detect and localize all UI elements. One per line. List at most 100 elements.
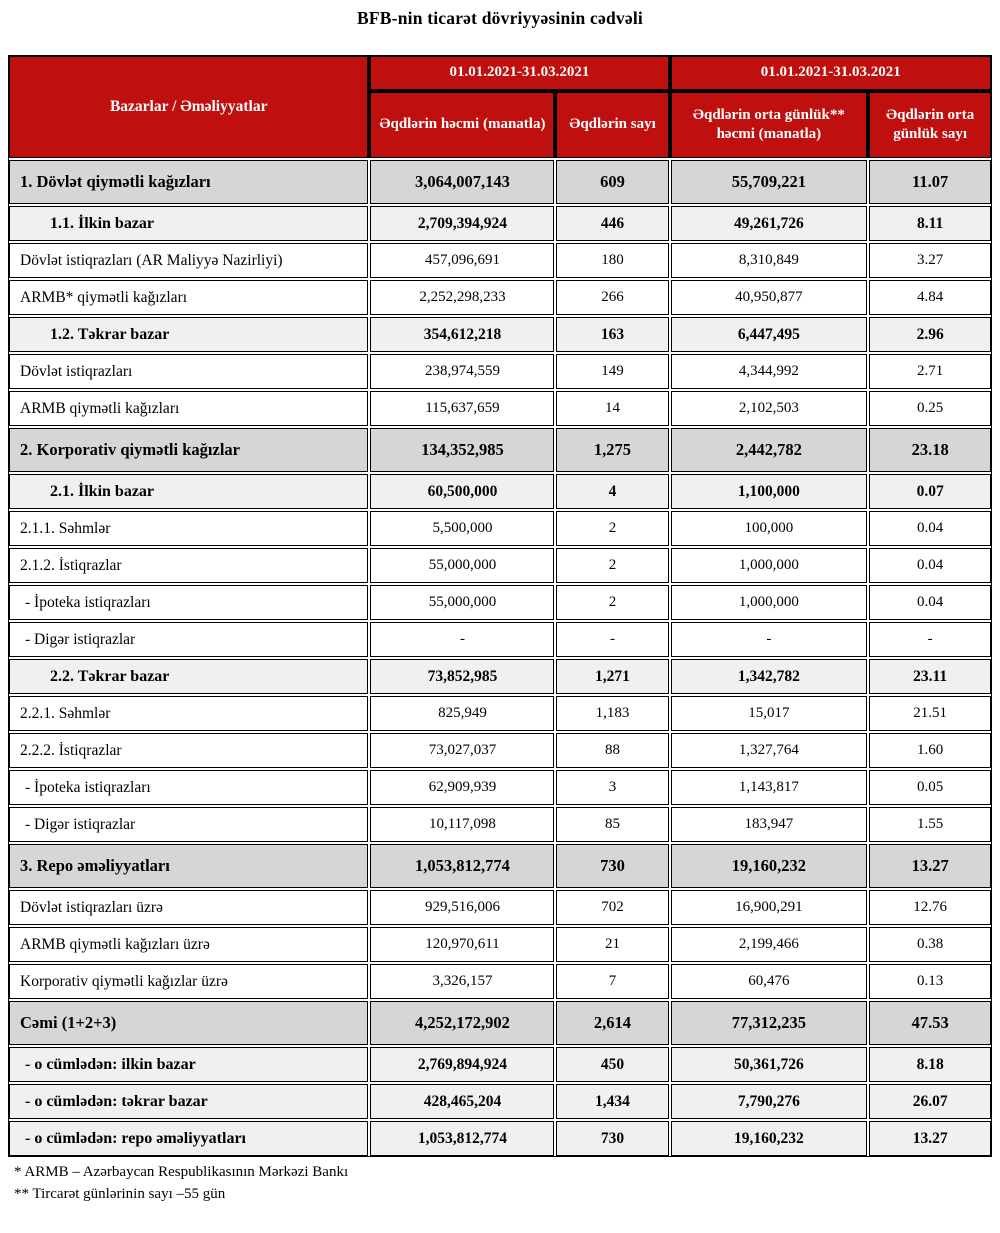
cell-avg-volume: 40,950,877 <box>670 280 868 315</box>
table-row: Cəmi (1+2+3) 4,252,172,902 2,614 77,312,235… <box>9 1001 991 1045</box>
cell-avg-volume: 50,361,726 <box>670 1047 868 1082</box>
cell-avg-count: 3.27 <box>869 243 991 278</box>
cell-avg-volume: 49,261,726 <box>670 206 868 241</box>
cell-label: Dövlət istiqrazları üzrə <box>9 890 369 925</box>
cell-avg-count: 0.38 <box>869 927 991 962</box>
cell-volume: 4,252,172,902 <box>370 1001 555 1045</box>
header-period-1: 01.01.2021-31.03.2021 <box>370 56 669 90</box>
table-row: 2.2. Təkrar bazar 73,852,985 1,271 1,342,78… <box>9 659 991 694</box>
cell-avg-volume: 4,344,992 <box>670 354 868 389</box>
cell-avg-volume: 183,947 <box>670 807 868 842</box>
cell-avg-count: 21.51 <box>869 696 991 731</box>
table-row: - Digər istiqrazlar - - - - <box>9 622 991 657</box>
cell-avg-volume: 2,102,503 <box>670 391 868 426</box>
cell-avg-count: 23.11 <box>869 659 991 694</box>
footnotes: * ARMB – Azərbaycan Respublikasının Mərk… <box>14 1162 992 1206</box>
cell-avg-count: 0.04 <box>869 585 991 620</box>
cell-avg-count: 13.27 <box>869 1121 991 1156</box>
table-body: 1. Dövlət qiymətli kağızları 3,064,007,14… <box>9 160 991 1156</box>
cell-count: 163 <box>556 317 669 352</box>
cell-volume: 354,612,218 <box>370 317 555 352</box>
cell-avg-volume: 77,312,235 <box>670 1001 868 1045</box>
footnote-trading-days: ** Tircarət günlərinin sayı –55 gün <box>14 1185 226 1202</box>
trade-turnover-table: Bazarlar / Əməliyyatlar 01.01.2021-31.03… <box>8 55 992 1157</box>
cell-volume: - <box>370 622 555 657</box>
table-row: - o cümlədən: repo əməliyyatları 1,053,81… <box>9 1121 991 1156</box>
cell-avg-count: 8.18 <box>869 1047 991 1082</box>
table-row: 1. Dövlət qiymətli kağızları 3,064,007,14… <box>9 160 991 204</box>
table-row: ARMB qiymətli kağızları 115,637,659 14 2,10… <box>9 391 991 426</box>
cell-volume: 55,000,000 <box>370 548 555 583</box>
cell-avg-volume: 19,160,232 <box>670 844 868 888</box>
cell-avg-volume: 2,199,466 <box>670 927 868 962</box>
cell-label: 2.2. Təkrar bazar <box>9 659 369 694</box>
cell-count: 2 <box>556 511 669 546</box>
cell-count: 21 <box>556 927 669 962</box>
cell-volume: 115,637,659 <box>370 391 555 426</box>
cell-avg-count: 12.76 <box>869 890 991 925</box>
cell-avg-count: 4.84 <box>869 280 991 315</box>
cell-volume: 2,709,394,924 <box>370 206 555 241</box>
cell-volume: 2,769,894,924 <box>370 1047 555 1082</box>
cell-count: 7 <box>556 964 669 999</box>
cell-avg-volume: 1,000,000 <box>670 548 868 583</box>
table-row: ARMB* qiymətli kağızları 2,252,298,233 266… <box>9 280 991 315</box>
cell-count: 2 <box>556 548 669 583</box>
cell-avg-count: 1.60 <box>869 733 991 768</box>
cell-avg-count: 1.55 <box>869 807 991 842</box>
cell-label: - Digər istiqrazlar <box>9 807 369 842</box>
cell-label: 2.1. İlkin bazar <box>9 474 369 509</box>
cell-avg-volume: 7,790,276 <box>670 1084 868 1119</box>
cell-label: 3. Repo əməliyyatları <box>9 844 369 888</box>
cell-count: 2,614 <box>556 1001 669 1045</box>
header-period-2: 01.01.2021-31.03.2021 <box>670 56 991 90</box>
cell-avg-volume: 16,900,291 <box>670 890 868 925</box>
cell-label: - İpoteka istiqrazları <box>9 585 369 620</box>
cell-avg-volume: - <box>670 622 868 657</box>
cell-avg-volume: 1,143,817 <box>670 770 868 805</box>
table-row: 2.1.1. Səhmlər 5,500,000 2 100,000 0.04 <box>9 511 991 546</box>
cell-volume: 428,465,204 <box>370 1084 555 1119</box>
cell-avg-count: 8.11 <box>869 206 991 241</box>
table-row: Dövlət istiqrazları 238,974,559 149 4,344,9… <box>9 354 991 389</box>
table-row: 1.1. İlkin bazar 2,709,394,924 446 49,261,7… <box>9 206 991 241</box>
cell-avg-volume: 55,709,221 <box>670 160 868 204</box>
cell-avg-count: 0.25 <box>869 391 991 426</box>
cell-volume: 457,096,691 <box>370 243 555 278</box>
table-row: 2.1. İlkin bazar 60,500,000 4 1,100,000 0.07 <box>9 474 991 509</box>
table-row: Dövlət istiqrazları (AR Maliyyə Nazirliy… <box>9 243 991 278</box>
cell-avg-count: 26.07 <box>869 1084 991 1119</box>
table-row: 2.1.2. İstiqrazlar 55,000,000 2 1,000,000 0.… <box>9 548 991 583</box>
cell-avg-volume: 1,100,000 <box>670 474 868 509</box>
cell-avg-count: 2.71 <box>869 354 991 389</box>
cell-volume: 62,909,939 <box>370 770 555 805</box>
cell-count: 266 <box>556 280 669 315</box>
cell-avg-volume: 8,310,849 <box>670 243 868 278</box>
cell-label: ARMB qiymətli kağızları üzrə <box>9 927 369 962</box>
cell-volume: 10,117,098 <box>370 807 555 842</box>
header-avg-daily-volume: Əqdlərin orta günlük** həcmi (manatla) <box>670 92 868 158</box>
table-row: 2.2.1. Səhmlər 825,949 1,183 15,017 21.51 <box>9 696 991 731</box>
cell-label: 2.1.1. Səhmlər <box>9 511 369 546</box>
cell-avg-volume: 60,476 <box>670 964 868 999</box>
cell-count: 730 <box>556 844 669 888</box>
table-row: - o cümlədən: ilkin bazar 2,769,894,924 45… <box>9 1047 991 1082</box>
cell-volume: 73,852,985 <box>370 659 555 694</box>
cell-avg-count: - <box>869 622 991 657</box>
table-row: 2.2.2. İstiqrazlar 73,027,037 88 1,327,764 1… <box>9 733 991 768</box>
cell-avg-count: 0.07 <box>869 474 991 509</box>
cell-avg-volume: 1,000,000 <box>670 585 868 620</box>
cell-avg-count: 2.96 <box>869 317 991 352</box>
cell-count: 609 <box>556 160 669 204</box>
cell-count: 1,271 <box>556 659 669 694</box>
cell-count: 2 <box>556 585 669 620</box>
cell-avg-volume: 19,160,232 <box>670 1121 868 1156</box>
cell-label: Cəmi (1+2+3) <box>9 1001 369 1045</box>
header-avg-daily-count: Əqdlərin orta günlük sayı <box>869 92 991 158</box>
cell-label: - Digər istiqrazlar <box>9 622 369 657</box>
table-row: 1.2. Təkrar bazar 354,612,218 163 6,447,495… <box>9 317 991 352</box>
cell-volume: 3,064,007,143 <box>370 160 555 204</box>
cell-count: 1,434 <box>556 1084 669 1119</box>
cell-label: 2. Korporativ qiymətli kağızlar <box>9 428 369 472</box>
